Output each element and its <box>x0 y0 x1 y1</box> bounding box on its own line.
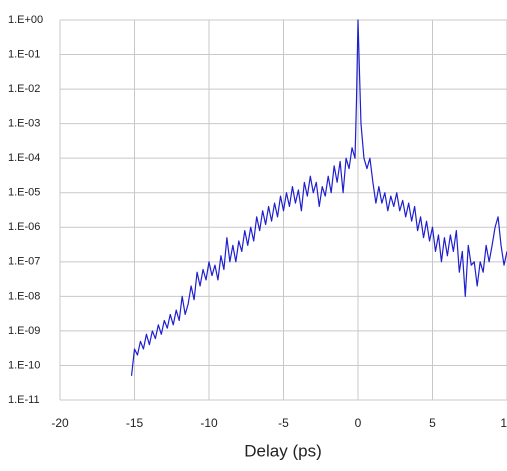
y-tick-label: 1.E-07 <box>8 256 40 268</box>
y-tick-label: 1.E-02 <box>8 83 40 95</box>
y-tick-label: 1.E-06 <box>8 221 40 233</box>
y-tick-label: 1.E-04 <box>8 152 40 164</box>
x-tick-label: 5 <box>429 416 436 430</box>
x-tick-label: -10 <box>200 416 218 430</box>
x-tick-label: 0 <box>355 416 362 430</box>
y-tick-label: 1.E-09 <box>8 325 40 337</box>
x-tick-label: -15 <box>126 416 144 430</box>
y-tick-label: 1.E-01 <box>8 48 40 60</box>
y-tick-label: 1.E+00 <box>8 14 43 26</box>
x-tick-label: -5 <box>278 416 289 430</box>
y-tick-label: 1.E-08 <box>8 290 40 302</box>
x-tick-label: 10 <box>500 416 507 430</box>
y-tick-label: 1.E-10 <box>8 359 40 371</box>
data-line <box>130 19 507 376</box>
x-axis-label: Delay (ps) <box>244 441 321 460</box>
y-tick-label: 1.E-11 <box>8 394 40 406</box>
x-tick-label: -20 <box>51 416 69 430</box>
y-tick-label: 1.E-03 <box>8 118 40 130</box>
y-tick-label: 1.E-05 <box>8 187 40 199</box>
